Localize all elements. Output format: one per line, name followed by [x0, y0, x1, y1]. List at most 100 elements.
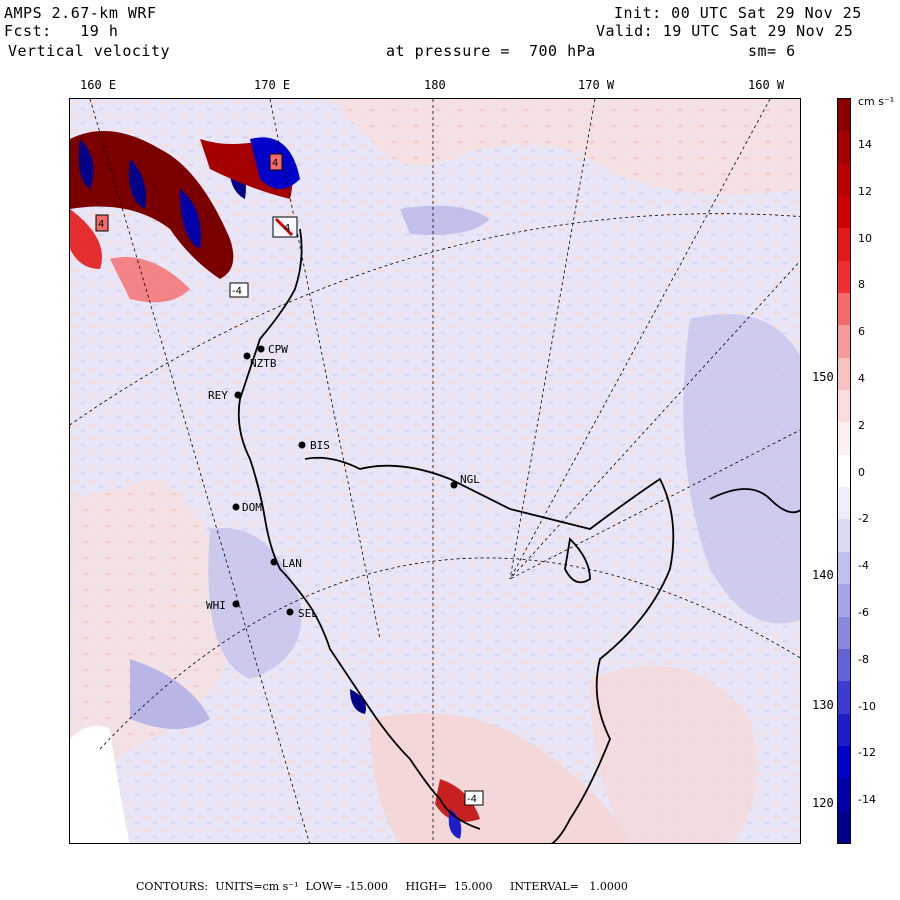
- colorbar-segment: [838, 551, 850, 585]
- smoothing-value: sm= 6: [748, 42, 796, 60]
- colorbar-segment: [838, 454, 850, 488]
- model-title: AMPS 2.67-km WRF: [4, 4, 157, 22]
- colorbar-segment: [838, 616, 850, 649]
- colorbar-tick-label: 0: [858, 465, 865, 479]
- extrema-marker-3-text: 4: [284, 223, 290, 234]
- colorbar-segment: [838, 487, 850, 520]
- stations: CPW NZTB REY BIS NGL DOM LAN WHI SEL: [206, 343, 480, 620]
- colorbar: [837, 98, 851, 844]
- colorbar-tick-label: 10: [858, 231, 872, 245]
- upward-band: [110, 257, 190, 303]
- map-canvas: 4 4 4 -4 -4 CPW NZTB REY BIS NGL DOM: [70, 99, 800, 843]
- init-time: Init: 00 UTC Sat 29 Nov 25: [614, 4, 862, 22]
- extrema-marker-4: [229, 282, 249, 298]
- station-dot-bis: [298, 441, 306, 449]
- colorbar-tick-label: -6: [858, 606, 869, 619]
- colorbar-tick-label: 2: [858, 418, 865, 432]
- extrema-marker-2-text: 4: [272, 158, 278, 169]
- coastline: [237, 228, 800, 843]
- station-label-rey: REY: [208, 389, 228, 402]
- station-dot-ngl: [450, 481, 458, 489]
- colorbar-tick-label: -4: [858, 559, 869, 573]
- station-dot-sel: [286, 608, 294, 616]
- lon-label-180: 180: [424, 78, 446, 92]
- station-dot-nztb: [243, 352, 251, 360]
- colorbar-tick-label: -12: [858, 746, 876, 760]
- colorbar-segment: [838, 648, 850, 682]
- colorbar-tick-label: -8: [858, 652, 869, 666]
- downward-patch-north: [400, 205, 490, 235]
- pressure-level: at pressure = 700 hPa: [386, 42, 596, 60]
- upward-region-north: [70, 99, 800, 195]
- colorbar-segment: [838, 228, 850, 261]
- colorbar-segment: [838, 293, 850, 326]
- station-dot-lan: [270, 558, 278, 566]
- station-dot-whi: [232, 600, 240, 608]
- colorbar-tick-label: 6: [858, 325, 865, 339]
- colorbar-segment: [838, 778, 850, 811]
- upward-region-ross: [590, 665, 757, 843]
- southern-core-3: [448, 809, 462, 839]
- upward-core-3: [70, 209, 102, 269]
- intense-downward-core-1: [78, 139, 94, 189]
- upward-region-south: [370, 713, 630, 843]
- lon-label-170e: 170 E: [254, 78, 291, 92]
- station-dot-cpw: [257, 345, 265, 353]
- southern-core-1: [350, 689, 366, 714]
- intense-downward-core-3: [180, 189, 201, 249]
- colorbar-segment: [838, 196, 850, 229]
- colorbar-segment: [838, 713, 850, 746]
- colorbar-tick-label: -10: [858, 699, 876, 713]
- colorbar-segment: [838, 584, 850, 617]
- colorbar-segment: [838, 260, 850, 294]
- colorbar-segment: [838, 810, 850, 843]
- extrema-marker-5-text: -4: [467, 794, 477, 805]
- station-label-lan: LAN: [282, 557, 302, 570]
- colorbar-segment: [838, 163, 850, 197]
- lon-label-170w: 170 W: [578, 78, 615, 92]
- extrema-marker-1-text: 4: [98, 219, 104, 230]
- colorbar-tick-label: 12: [858, 184, 872, 198]
- colorbar-tick-label: 4: [858, 372, 865, 385]
- colorbar-segment: [838, 325, 850, 358]
- field-name: Vertical velocity: [8, 42, 171, 60]
- station-dot-rey: [234, 391, 242, 399]
- colorbar-segment: [838, 99, 850, 132]
- intense-downward-core-2: [129, 159, 146, 209]
- station-dot-dom: [232, 503, 240, 511]
- colorbar-tick-label: -14: [858, 793, 876, 807]
- colorbar-segment: [838, 681, 850, 714]
- station-label-dom: DOM: [242, 501, 262, 514]
- colorbar-tick-label: 14: [858, 138, 872, 151]
- graticule-parallels: [70, 213, 800, 750]
- extrema-marker-5: [464, 790, 484, 806]
- extrema-marker-4-text: -4: [232, 286, 242, 297]
- station-label-whi: WHI: [206, 599, 226, 612]
- station-label-sel: SEL: [298, 607, 318, 620]
- extrema-marker-1: [95, 214, 109, 232]
- colorbar-segment: [838, 422, 850, 455]
- colorbar-tick-label: 8: [858, 278, 865, 292]
- colorbar-segment: [838, 519, 850, 552]
- contour-info: CONTOURS: UNITS=cm s⁻¹ LOW= -15.000 HIGH…: [136, 880, 628, 893]
- colorbar-units: cm s⁻¹: [858, 95, 895, 108]
- valid-time: Valid: 19 UTC Sat 29 Nov 25: [596, 22, 854, 40]
- colorbar-segment: [838, 390, 850, 423]
- station-label-cpw: CPW: [268, 343, 288, 356]
- extrema-marker-2: [269, 153, 283, 171]
- colorbar-segment: [838, 357, 850, 391]
- southern-core-2: [435, 779, 480, 822]
- vertical-velocity-map: 4 4 4 -4 -4 CPW NZTB REY BIS NGL DOM: [69, 98, 801, 844]
- graticule-meridians: [89, 99, 800, 843]
- white-area: [70, 725, 130, 843]
- colorbar-segment: [838, 131, 850, 164]
- downward-patch-southwest: [130, 659, 210, 729]
- colorbar-tick-label: -2: [858, 512, 869, 526]
- colorbar-segment: [838, 745, 850, 779]
- lon-label-160w: 160 W: [748, 78, 785, 92]
- upward-region-west: [70, 479, 231, 799]
- forecast-hour: Fcst: 19 h: [4, 22, 119, 40]
- station-label-nztb: NZTB: [250, 357, 277, 370]
- downward-region-east: [683, 314, 800, 624]
- station-label-bis: BIS: [310, 439, 330, 452]
